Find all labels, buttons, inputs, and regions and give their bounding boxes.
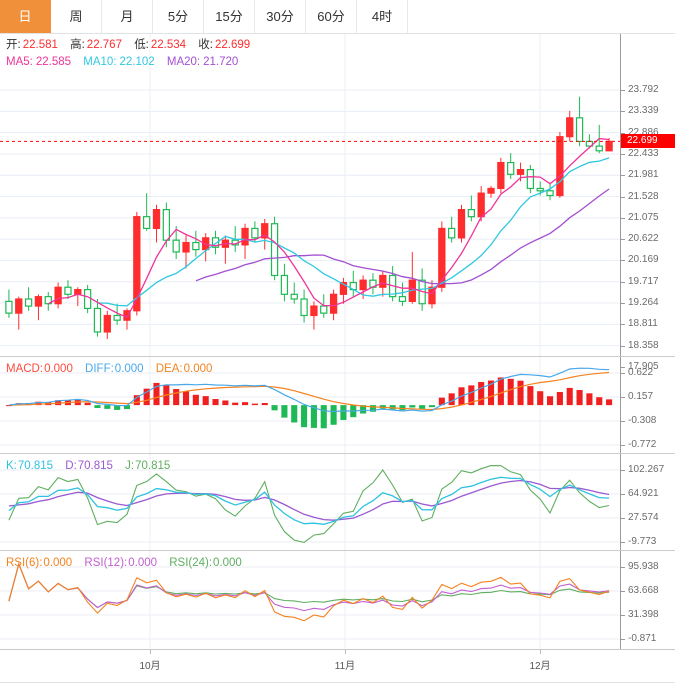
x-axis-tick [150,650,151,654]
kdj-panel[interactable] [0,454,675,550]
price-axis-tick-label: 23.339 [628,105,659,117]
price-axis-tick-label: 22.433 [628,147,659,159]
macd-axis-tick-label: -0.772 [628,439,657,450]
tab-15min[interactable]: 15分 [204,0,255,33]
tab-week[interactable]: 周 [51,0,102,33]
macd-axis-tick-label: 0.622 [628,367,654,378]
kdj-axis-tick-label: -9.773 [628,536,657,547]
tab-5min-label: 5分 [167,9,189,24]
price-axis-tick-label: 18.358 [628,339,659,351]
tab-60min-label: 60分 [317,9,345,24]
tab-4hour[interactable]: 4时 [357,0,408,33]
x-axis-tick [540,650,541,654]
price-axis-tick [620,324,625,326]
macd-panel[interactable] [0,357,675,453]
kdj-rsi-separator [0,550,675,551]
kdj-axis-tick-label: 102.267 [628,464,665,475]
tab-day[interactable]: 日 [0,0,51,33]
rsi-axis-tick [620,615,625,616]
price-axis-tick-label: 19.717 [628,275,659,287]
current-price-badge: 22.699 [621,134,675,149]
price-axis-tick-label: 18.811 [628,318,658,330]
macd-kdj-separator [0,453,675,454]
rsi-panel[interactable] [0,551,675,649]
price-axis-tick-label: 20.169 [628,254,659,266]
rsi-axis-tick [620,591,625,592]
macd-axis-tick [620,421,625,423]
price-axis-tick [620,90,625,91]
x-axis-tick-label: 12月 [529,661,551,672]
macd-axis-tick [620,373,625,374]
tab-15min-label: 15分 [215,9,243,24]
rsi-axis-tick-label: -0.871 [628,633,657,644]
price-axis-tick [620,367,625,368]
kdj-axis-tick [620,470,625,471]
price-axis-tick-label: 21.075 [628,211,659,223]
price-macd-separator [0,356,675,357]
macd-axis-tick [620,445,625,446]
x-axis-tick-label: 11月 [334,661,356,672]
macd-canvas [0,357,620,453]
tab-5min[interactable]: 5分 [153,0,204,33]
price-axis-tick [620,217,625,219]
kdj-axis-tick-label: 27.574 [628,511,659,523]
x-axis: 10月 11月 12月 [0,649,675,683]
tab-month-label: 月 [120,9,134,24]
kdj-axis-tick [620,542,625,543]
tab-week-label: 周 [69,9,83,24]
macd-axis-tick [620,397,625,399]
price-axis-tick [620,303,625,305]
rsi-axis-tick [620,639,625,640]
price-axis-tick [620,345,625,347]
price-axis-tick [620,132,625,134]
kdj-axis-tick-label: 64.921 [628,487,659,499]
tab-30min-label: 30分 [266,9,294,24]
rsi-axis-tick [620,567,625,568]
y-axis-divider [620,34,621,649]
x-axis-tick [345,650,346,654]
candlestick-canvas [0,34,620,356]
macd-axis-tick-label: -0.308 [628,415,657,427]
price-axis-tick-label: 21.528 [628,190,659,202]
price-axis-tick [620,111,625,113]
tab-bar-filler [408,0,675,33]
kdj-canvas [0,454,620,550]
tab-60min[interactable]: 60分 [306,0,357,33]
tab-month[interactable]: 月 [102,0,153,33]
chart-area[interactable]: 开: 22.581 高: 22.767 低: 22.534 收: 22.699 MA5:… [0,34,675,683]
macd-axis-tick-label: 0.157 [628,391,654,403]
price-panel[interactable] [0,34,675,356]
rsi-axis-tick-label: 95.938 [628,561,659,572]
price-axis-tick [620,196,625,198]
rsi-canvas [0,551,620,649]
rsi-axis-tick-label: 63.668 [628,585,659,596]
kdj-axis-tick [620,493,625,495]
tab-4hour-label: 4时 [371,9,393,24]
price-axis-tick-label: 17.905 [628,361,659,372]
period-tab-bar: 日 周 月 5分 15分 30分 60分 4时 [0,0,675,34]
price-axis-tick-label: 23.792 [628,84,659,95]
kdj-axis-tick [620,517,625,519]
price-axis-tick-label: 20.622 [628,233,659,245]
tab-day-label: 日 [18,9,32,24]
price-axis-tick [620,153,625,155]
price-axis-tick [620,175,625,177]
tab-30min[interactable]: 30分 [255,0,306,33]
price-axis-tick [620,281,625,283]
x-axis-tick-label: 10月 [139,661,161,672]
price-axis-tick [620,260,625,262]
price-axis-tick-label: 19.264 [628,297,659,309]
rsi-axis-tick-label: 31.398 [628,609,659,620]
price-axis-tick-label: 22.886 [628,126,659,138]
price-axis-tick [620,239,625,241]
price-axis-tick-label: 21.981 [628,169,659,181]
